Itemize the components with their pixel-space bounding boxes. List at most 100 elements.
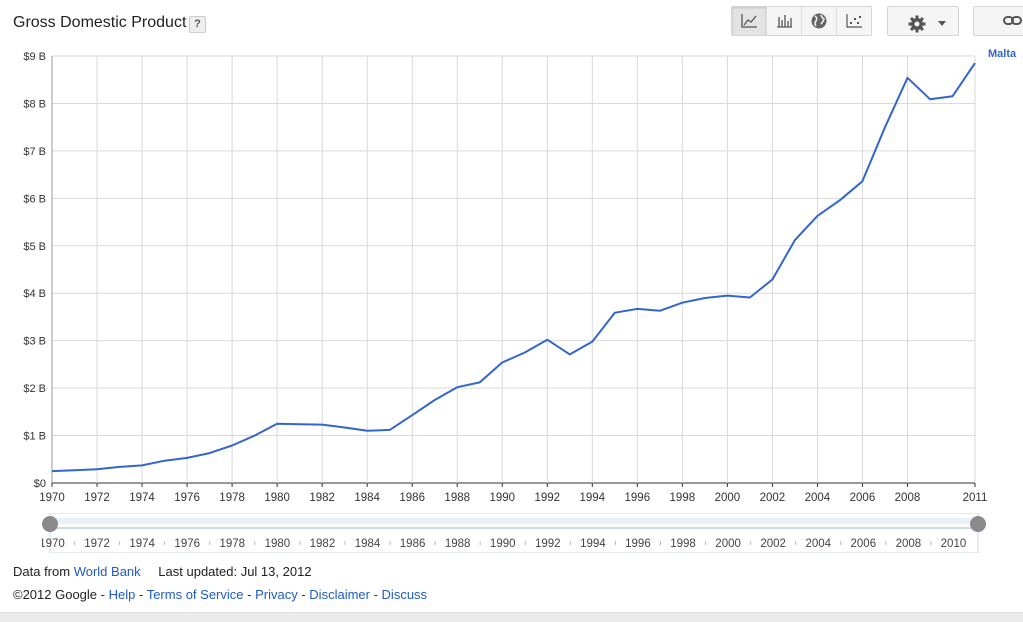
slider-year-label: 2008 bbox=[896, 538, 922, 550]
data-point[interactable] bbox=[71, 466, 79, 474]
data-point[interactable] bbox=[521, 349, 529, 357]
data-point[interactable] bbox=[476, 378, 484, 386]
series-line-malta[interactable] bbox=[51, 62, 976, 473]
data-point[interactable] bbox=[93, 465, 101, 473]
data-point[interactable] bbox=[723, 292, 731, 300]
gdp-line-chart: $0 $1 B $2 B $3 B $4 B $5 B $6 B $7 B $8 B $9 B 1… bbox=[23, 48, 1017, 504]
slider-year-label: 1996 bbox=[625, 538, 651, 550]
data-point[interactable] bbox=[48, 467, 56, 475]
data-point[interactable] bbox=[903, 74, 911, 82]
x-tick-label: 1996 bbox=[625, 492, 651, 504]
data-point[interactable] bbox=[926, 95, 934, 103]
data-point[interactable] bbox=[566, 350, 574, 358]
y-tick-label: $1 B bbox=[23, 431, 46, 443]
map-chart-button[interactable] bbox=[801, 7, 836, 35]
bar-chart-button[interactable] bbox=[766, 7, 801, 35]
chart-type-toolbar bbox=[731, 6, 872, 36]
y-tick-label: $8 B bbox=[23, 98, 46, 110]
help-link[interactable]: Help bbox=[108, 587, 136, 602]
slider-year-label: 1992 bbox=[535, 538, 561, 550]
y-tick-label: $5 B bbox=[23, 241, 46, 253]
data-point[interactable] bbox=[678, 299, 686, 307]
slider-year-label: 1998 bbox=[670, 538, 696, 550]
data-point[interactable] bbox=[633, 305, 641, 313]
slider-year-label: 1978 bbox=[219, 538, 245, 550]
x-axis-ticks: 1970 1972 1974 1976 1978 1980 1982 1984 1986 1988… bbox=[39, 483, 987, 504]
scatter-chart-button[interactable] bbox=[836, 7, 871, 35]
privacy-link[interactable]: Privacy bbox=[255, 587, 298, 602]
data-point[interactable] bbox=[341, 423, 349, 431]
discuss-link[interactable]: Discuss bbox=[381, 587, 428, 602]
slider-year-label: 2004 bbox=[805, 538, 831, 550]
data-point[interactable] bbox=[431, 396, 439, 404]
data-point[interactable] bbox=[791, 236, 799, 244]
data-point[interactable] bbox=[386, 426, 394, 434]
slider-top-band bbox=[52, 518, 976, 524]
slider-year-label: 1994 bbox=[580, 538, 606, 550]
data-point[interactable] bbox=[453, 383, 461, 391]
line-chart-icon bbox=[741, 14, 757, 28]
terms-of-service-link[interactable]: Terms of Service bbox=[146, 587, 244, 602]
data-point[interactable] bbox=[138, 461, 146, 469]
y-tick-label: $0 bbox=[34, 478, 46, 490]
copyright-text: ©2012 Google bbox=[13, 587, 98, 602]
data-point[interactable] bbox=[881, 123, 889, 131]
data-point[interactable] bbox=[656, 307, 664, 315]
data-point[interactable] bbox=[858, 177, 866, 185]
data-point[interactable] bbox=[183, 454, 191, 462]
data-point[interactable] bbox=[971, 59, 979, 67]
settings-menu-button[interactable] bbox=[887, 6, 959, 36]
data-point[interactable] bbox=[543, 336, 551, 344]
x-tick-label: 2006 bbox=[850, 492, 876, 504]
data-point[interactable] bbox=[161, 457, 169, 465]
world-bank-link[interactable]: World Bank bbox=[73, 564, 141, 579]
x-tick-label: 2004 bbox=[805, 492, 831, 504]
data-point[interactable] bbox=[296, 420, 304, 428]
data-point[interactable] bbox=[251, 432, 259, 440]
slider-year-labels: 1970 1972 1974 1976 1978 1980 1982 1984 1986 1988… bbox=[42, 538, 966, 550]
data-point[interactable] bbox=[701, 294, 709, 302]
y-tick-label: $3 B bbox=[23, 336, 46, 348]
slider-year-label: 2002 bbox=[760, 538, 786, 550]
line-chart-button[interactable] bbox=[732, 7, 766, 35]
data-point[interactable] bbox=[611, 309, 619, 317]
grid-lines bbox=[51, 55, 976, 484]
bottom-bar bbox=[0, 612, 1023, 622]
data-point[interactable] bbox=[318, 421, 326, 429]
data-point[interactable] bbox=[228, 442, 236, 450]
slider-year-label: 1986 bbox=[400, 538, 426, 550]
x-tick-label: 2011 bbox=[963, 492, 988, 504]
data-point[interactable] bbox=[813, 212, 821, 220]
data-point[interactable] bbox=[768, 275, 776, 283]
series-layer: Malta bbox=[48, 48, 1017, 475]
x-tick-label: 1980 bbox=[264, 492, 290, 504]
data-point[interactable] bbox=[273, 420, 281, 428]
slider-year-label: 1970 bbox=[42, 538, 65, 550]
help-button[interactable]: ? bbox=[189, 16, 206, 33]
slider-right-handle[interactable] bbox=[970, 516, 986, 532]
data-point[interactable] bbox=[408, 411, 416, 419]
last-updated-text: Last updated: Jul 13, 2012 bbox=[158, 564, 312, 579]
data-point[interactable] bbox=[116, 463, 124, 471]
y-tick-label: $9 B bbox=[23, 51, 46, 63]
slider-year-label: 1980 bbox=[265, 538, 291, 550]
x-tick-label: 1970 bbox=[39, 492, 65, 504]
slider-year-label: 1972 bbox=[84, 538, 110, 550]
page-title: Gross Domestic Product bbox=[13, 14, 187, 31]
x-tick-label: 2000 bbox=[715, 492, 741, 504]
slider-year-label: 1988 bbox=[445, 538, 471, 550]
disclaimer-link[interactable]: Disclaimer bbox=[309, 587, 370, 602]
data-point[interactable] bbox=[498, 358, 506, 366]
time-range-slider[interactable]: 1970 1972 1974 1976 1978 1980 1982 1984 1986 1988… bbox=[42, 513, 988, 553]
data-point[interactable] bbox=[948, 92, 956, 100]
data-point[interactable] bbox=[588, 338, 596, 346]
data-point[interactable] bbox=[206, 449, 214, 457]
data-point[interactable] bbox=[363, 427, 371, 435]
slider-left-handle[interactable] bbox=[42, 516, 58, 532]
x-tick-label: 1994 bbox=[579, 492, 605, 504]
series-end-label: Malta bbox=[988, 48, 1017, 60]
share-link-button[interactable] bbox=[973, 6, 1023, 36]
data-point[interactable] bbox=[746, 293, 754, 301]
slider-year-label: 1974 bbox=[129, 538, 155, 550]
data-point[interactable] bbox=[836, 196, 844, 204]
